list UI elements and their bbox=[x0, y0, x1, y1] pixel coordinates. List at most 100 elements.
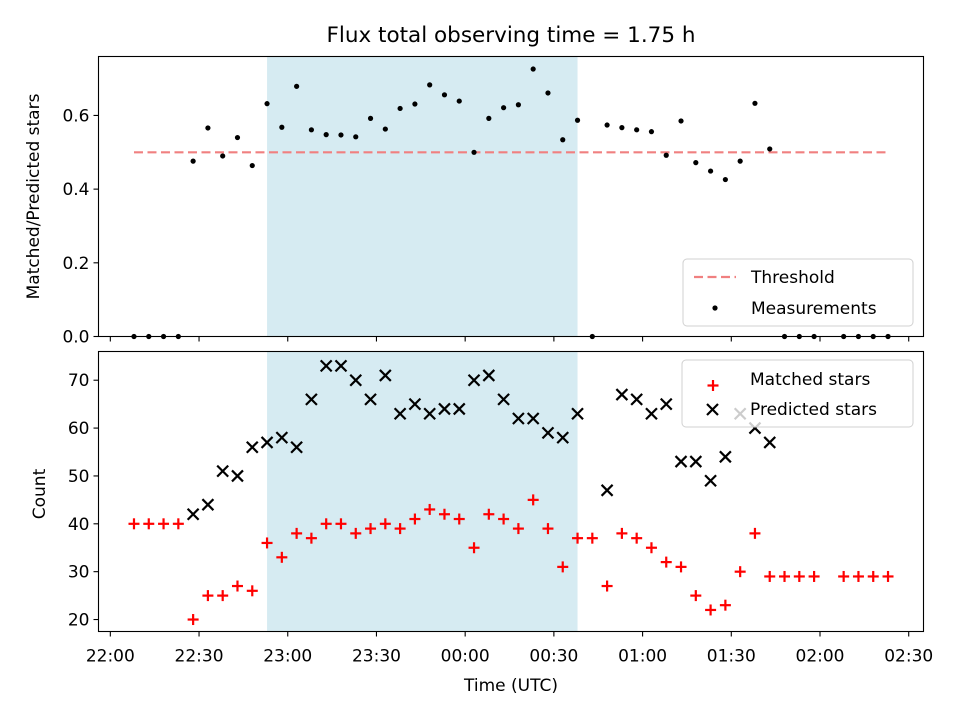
measurement-point bbox=[264, 101, 270, 107]
predicted-star-point bbox=[571, 407, 584, 421]
matched-star-point bbox=[187, 614, 199, 626]
measurement-point bbox=[234, 134, 241, 141]
predicted-star-point bbox=[408, 397, 422, 411]
predicted-star-point bbox=[541, 426, 555, 440]
y-tick-label: 50 bbox=[68, 467, 90, 487]
matched-stars-series bbox=[128, 494, 894, 626]
matched-star-point bbox=[527, 494, 539, 506]
bottom-plot-frame bbox=[97, 350, 925, 633]
matched-star-point bbox=[438, 508, 450, 520]
predicted-star-point bbox=[719, 450, 732, 464]
predicted-star-point bbox=[512, 412, 525, 425]
predicted-star-point bbox=[674, 455, 688, 468]
predicted-star-point bbox=[364, 393, 377, 406]
matched-star-point bbox=[808, 570, 820, 582]
measurement-point bbox=[427, 82, 433, 88]
y-tick-label: 40 bbox=[68, 515, 90, 535]
predicted-star-point bbox=[186, 507, 200, 521]
measurement-point bbox=[279, 124, 285, 130]
predicted-star-point bbox=[689, 455, 703, 468]
measurement-point bbox=[412, 101, 418, 107]
y-tick-label: 70 bbox=[68, 371, 90, 391]
matched-star-point bbox=[867, 570, 879, 582]
matched-star-point bbox=[217, 590, 229, 602]
top-legend: Threshold Measurements bbox=[682, 258, 914, 327]
predicted-star-point bbox=[482, 369, 496, 382]
predicted-star-point bbox=[526, 412, 540, 425]
y-tick-label: 0.4 bbox=[62, 180, 89, 200]
measurement-point bbox=[220, 153, 226, 159]
predicted-star-point bbox=[245, 440, 259, 454]
predicted-star-point bbox=[763, 436, 777, 449]
y-tick-label: 20 bbox=[68, 611, 90, 631]
predicted-star-point bbox=[379, 369, 392, 382]
measurement-point bbox=[663, 152, 669, 158]
measurement-point bbox=[190, 158, 196, 164]
matched-star-point bbox=[379, 518, 391, 530]
bottom-shaded-interval bbox=[267, 351, 578, 632]
matched-star-point bbox=[172, 518, 184, 530]
legend-predicted-swatch bbox=[706, 403, 719, 416]
x-tick-label: 23:30 bbox=[352, 647, 401, 667]
matched-star-point bbox=[128, 518, 140, 530]
measurement-point bbox=[308, 127, 315, 133]
matched-star-point bbox=[231, 580, 243, 592]
measurement-point bbox=[471, 149, 477, 155]
measurement-point bbox=[353, 134, 359, 140]
predicted-star-point bbox=[423, 407, 436, 421]
predicted-star-point bbox=[319, 359, 333, 373]
x-tick-label: 00:00 bbox=[441, 647, 490, 667]
matched-star-point bbox=[468, 542, 480, 554]
matched-star-point bbox=[335, 518, 347, 530]
measurement-point bbox=[737, 158, 743, 164]
measurement-point bbox=[397, 105, 403, 112]
matched-star-point bbox=[660, 556, 672, 568]
matched-star-point bbox=[838, 570, 850, 582]
matched-star-point bbox=[409, 513, 421, 525]
measurement-point bbox=[205, 125, 211, 131]
top-plot-frame bbox=[97, 55, 925, 338]
matched-star-point bbox=[246, 585, 258, 597]
measurement-point bbox=[486, 115, 492, 121]
predicted-star-point bbox=[260, 436, 274, 449]
matched-star-point bbox=[542, 523, 554, 535]
matched-star-point bbox=[705, 604, 717, 616]
x-tick-label: 23:00 bbox=[263, 647, 312, 667]
matched-star-point bbox=[779, 570, 791, 582]
matched-star-point bbox=[143, 518, 155, 530]
matched-star-point bbox=[158, 518, 170, 530]
predicted-star-point bbox=[334, 359, 348, 373]
legend-measurements-label: Measurements bbox=[751, 299, 877, 319]
matched-star-point bbox=[675, 561, 687, 573]
y-tick-label: 30 bbox=[68, 563, 90, 583]
predicted-star-point bbox=[201, 498, 215, 511]
predicted-star-point bbox=[600, 484, 614, 497]
measurement-point bbox=[707, 168, 714, 174]
matched-star-point bbox=[424, 503, 436, 515]
measurement-point bbox=[604, 122, 610, 128]
measurement-point bbox=[294, 83, 300, 89]
top-y-axis-label: Matched/Predicted stars bbox=[24, 93, 44, 299]
matched-star-point bbox=[305, 532, 317, 544]
predicted-star-point bbox=[438, 402, 451, 416]
y-tick-label: 0.0 bbox=[62, 328, 89, 348]
predicted-star-point bbox=[305, 393, 318, 406]
matched-star-point bbox=[512, 523, 524, 535]
matched-star-point bbox=[394, 523, 406, 535]
measurement-point bbox=[767, 146, 773, 152]
matched-star-point bbox=[453, 513, 465, 525]
measurement-point bbox=[693, 160, 699, 166]
matched-star-point bbox=[631, 532, 643, 544]
measurement-point bbox=[367, 115, 374, 121]
matched-star-point bbox=[719, 599, 731, 611]
matched-star-point bbox=[749, 527, 761, 539]
measurement-point bbox=[752, 100, 758, 106]
x-tick-label: 01:30 bbox=[707, 647, 756, 667]
predicted-star-point bbox=[659, 397, 673, 411]
legend-threshold-label: Threshold bbox=[750, 268, 835, 288]
measurement-point bbox=[530, 66, 536, 72]
bottom-legend-box bbox=[681, 359, 914, 428]
matched-star-point bbox=[793, 570, 805, 582]
x-axis-label: Time (UTC) bbox=[463, 676, 558, 696]
